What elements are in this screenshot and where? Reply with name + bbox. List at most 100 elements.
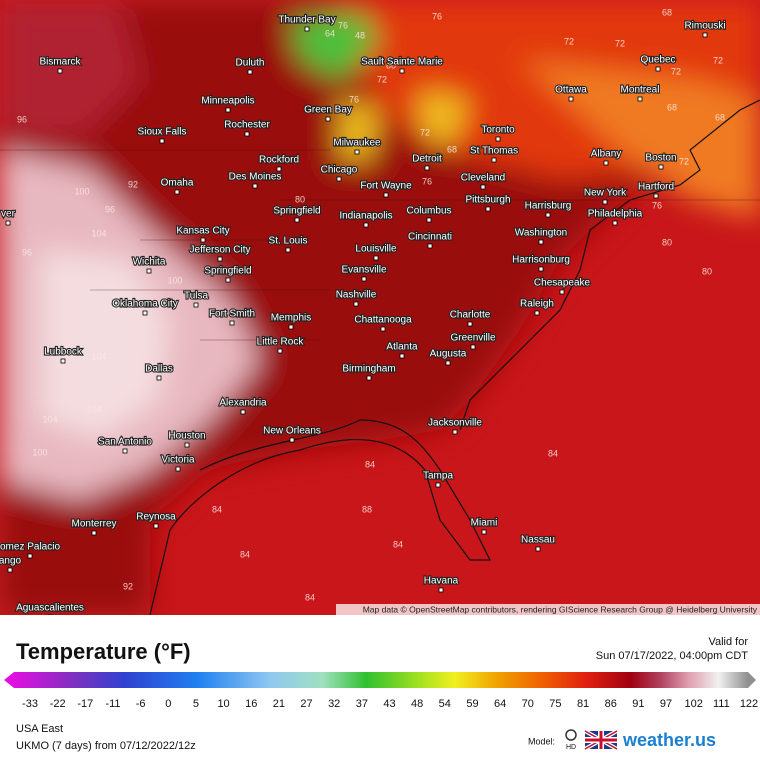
- contour-label: 84: [212, 504, 222, 514]
- city-label: Jefferson City: [190, 245, 251, 256]
- contour-label: 80: [386, 60, 396, 70]
- colorbar-tick-label: 54: [439, 698, 451, 710]
- city-label: Atlanta: [386, 342, 418, 353]
- city-label: ango: [0, 556, 22, 567]
- city-dot: [122, 448, 128, 454]
- city-label: Alexandria: [219, 398, 267, 409]
- contour-label: 76: [349, 94, 359, 104]
- city-dot: [288, 324, 294, 330]
- contour-label: 104: [91, 228, 106, 238]
- valid-label: Valid for: [708, 636, 748, 648]
- city-label: Augusta: [430, 349, 467, 360]
- city-dot: [91, 530, 97, 536]
- hd: HD: [566, 744, 576, 751]
- city-dot: [426, 217, 432, 223]
- city-label: Philadelphia: [588, 209, 643, 220]
- colorbar-tick-label: 122: [740, 698, 758, 710]
- city-label: Aguascalientes: [16, 603, 84, 614]
- city-dot: [325, 116, 331, 122]
- colorbar-tick-label: -17: [77, 698, 93, 710]
- attribution-bg: [336, 604, 760, 615]
- city-dot: [702, 32, 708, 38]
- city-dot: [5, 220, 11, 226]
- colorbar-tick-label: 27: [300, 698, 312, 710]
- city-label: Birmingham: [342, 364, 395, 375]
- city-dot: [252, 183, 258, 189]
- contour-label: 68: [667, 102, 677, 112]
- city-dot: [27, 553, 33, 559]
- city-label: Monterrey: [71, 519, 116, 530]
- city-label: Wichita: [133, 257, 166, 268]
- city-label: Sioux Falls: [138, 127, 187, 138]
- city-dot: [193, 302, 199, 308]
- colorbar-arrow-left: [4, 672, 14, 688]
- city-dot: [653, 193, 659, 199]
- city-label: St. Louis: [269, 236, 308, 247]
- city-dot: [200, 237, 206, 243]
- city-label: Harrisonburg: [512, 255, 570, 266]
- colorbar-tick-label: 37: [356, 698, 368, 710]
- colorbar-tick-label: 10: [217, 698, 229, 710]
- hd-icon: [565, 729, 577, 741]
- city-label: New York: [584, 188, 627, 199]
- colorbar-tick-label: 43: [383, 698, 395, 710]
- colorbar: [14, 672, 748, 688]
- city-dot: [452, 429, 458, 435]
- city-label: Miami: [471, 518, 498, 529]
- city-label: New Orleans: [263, 426, 321, 437]
- city-dot: [534, 310, 540, 316]
- colorbar-tick-label: 70: [522, 698, 534, 710]
- colorbar-tick-label: 48: [411, 698, 423, 710]
- city-dot: [304, 26, 310, 32]
- city-dot: [156, 375, 162, 381]
- contour-label: 84: [365, 459, 375, 469]
- city-dot: [538, 266, 544, 272]
- contour-label: 84: [240, 549, 250, 559]
- city-dot: [153, 523, 159, 529]
- city-label: Fort Wayne: [360, 181, 412, 192]
- colorbar-tick-label: 64: [494, 698, 506, 710]
- city-dot: [612, 220, 618, 226]
- city-dot: [57, 68, 63, 74]
- contour-label: 92: [128, 179, 138, 189]
- colorbar-tick-label: -33: [22, 698, 38, 710]
- city-label: Houston: [168, 431, 205, 442]
- contour-label: 72: [679, 156, 689, 166]
- city-dot: [438, 587, 444, 593]
- city-dot: [467, 321, 473, 327]
- contour-label: 96: [17, 114, 27, 124]
- city-dot: [480, 184, 486, 190]
- city-label: Victoria: [161, 455, 195, 466]
- city-dot: [373, 255, 379, 261]
- city-label: Hartford: [638, 182, 674, 193]
- city-dot: [363, 222, 369, 228]
- contour-label: 72: [671, 66, 681, 76]
- contour-label: 92: [123, 581, 133, 591]
- city-label: Memphis: [271, 313, 312, 324]
- city-label: Chattanooga: [354, 315, 412, 326]
- city-dot: [336, 176, 342, 182]
- contour-label: 48: [355, 30, 365, 40]
- city-label: Tampa: [423, 471, 453, 482]
- city-label: Oklahoma City: [112, 299, 178, 310]
- contour-label: 72: [377, 74, 387, 84]
- colorbar-tick-label: -22: [50, 698, 66, 710]
- city-label: Evansville: [341, 265, 386, 276]
- contour-label: 104: [91, 351, 106, 361]
- colorbar-tick-label: 0: [165, 698, 171, 710]
- city-label: Lubbock: [44, 347, 83, 358]
- city-dot: [366, 375, 372, 381]
- contour-label: 76: [652, 200, 662, 210]
- city-dot: [435, 482, 441, 488]
- city-label: Kansas City: [176, 226, 229, 237]
- colorbar-tick-label: 97: [660, 698, 672, 710]
- city-label: Des Moines: [229, 172, 282, 183]
- city-label: Montreal: [621, 85, 660, 96]
- city-label: Chesapeake: [534, 278, 591, 289]
- contour-label: 68: [715, 112, 725, 122]
- contour-label: 76: [338, 20, 348, 30]
- city-dot: [485, 206, 491, 212]
